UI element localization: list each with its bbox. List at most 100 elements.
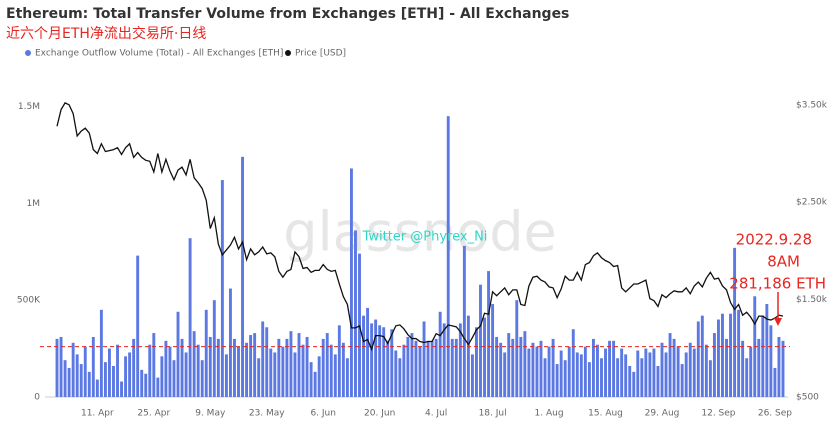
bar [676,346,680,397]
bar [587,362,591,397]
bar [341,342,345,397]
bar [672,338,676,397]
bar [398,358,402,397]
bar [769,325,773,397]
bar [192,331,196,397]
bar [515,300,519,397]
bar [696,321,700,397]
bar [567,346,571,397]
bar [228,288,232,397]
bar [527,348,531,397]
bar [273,352,277,397]
bar [103,362,107,397]
bar [354,230,357,397]
annotation: 8AM [767,253,800,271]
bar [184,352,188,397]
bar [285,338,289,397]
bar [668,333,672,397]
bar [297,333,301,397]
bar [120,381,123,397]
x-tick-label: 23. May [249,409,285,419]
bar [160,356,164,397]
bar [531,342,535,397]
bar [450,338,454,397]
bar [591,338,595,397]
bar [620,348,624,397]
bar [370,323,374,397]
x-tick-label: 11. Apr [81,409,114,419]
bar [249,335,253,397]
bar [204,309,208,397]
y2-tick-label: $2.50k [796,198,828,208]
bar [140,369,144,397]
bar [237,346,240,397]
legend-label: Exchange Outflow Volume (Total) - All Ex… [35,49,283,59]
bar [87,371,91,397]
legend-label: Price [USD] [295,49,346,59]
bar [475,327,478,397]
bar [741,340,745,397]
bar [700,315,704,397]
bar [132,338,136,397]
bar [640,358,644,397]
bar [152,333,156,397]
bar [636,350,640,397]
bar [200,360,204,397]
bar [688,342,692,397]
bar [188,238,192,397]
bar [539,340,543,397]
bar [523,331,527,397]
bar [575,352,579,397]
bar [765,304,769,397]
bar [692,348,696,397]
bar [293,352,297,397]
bar [172,360,176,397]
bar [345,358,349,397]
bar [664,352,668,397]
bar [479,284,482,397]
bar [156,377,160,397]
bar [281,346,285,397]
bar [349,168,353,397]
annotation: 2022.9.28 [736,231,812,249]
bar [608,340,612,397]
bar [579,354,583,397]
bar [757,338,761,397]
x-tick-label: 15. Aug [588,409,623,419]
bar [253,333,257,397]
legend-marker [285,50,291,56]
bar [301,344,305,397]
chart-title: Ethereum: Total Transfer Volume from Exc… [6,6,569,22]
bar [136,255,140,397]
bar [721,313,724,397]
y2-tick-label: $500 [796,393,819,403]
y-tick-label: 1M [27,199,41,209]
bar [269,348,273,397]
bar [632,371,636,397]
bar [261,321,265,397]
plot-area: 0 500K 1M 1.5M $500 $1.50k $2.50k $3.50k 11. Apr… [17,49,828,419]
bar [426,340,430,397]
annotation: Twitter @Phyrex_Ni [362,230,488,245]
bar [414,340,418,397]
bar [583,346,587,397]
bar [79,364,83,397]
bar [616,358,620,397]
bar [483,317,486,397]
bar [410,333,414,397]
bar [660,342,664,397]
y-tick-label: 1.5M [18,102,40,112]
x-tick-label: 1. Aug [535,409,564,419]
bar [418,346,422,397]
bar [487,271,491,397]
bar [454,338,458,397]
bar [547,346,551,397]
x-tick-label: 29. Aug [645,409,680,419]
y-tick-label: 500K [17,296,41,306]
bar [684,352,688,397]
bar [725,338,728,397]
bar [305,336,309,397]
x-tick-label: 12. Sep [701,409,735,419]
bar [712,333,716,397]
